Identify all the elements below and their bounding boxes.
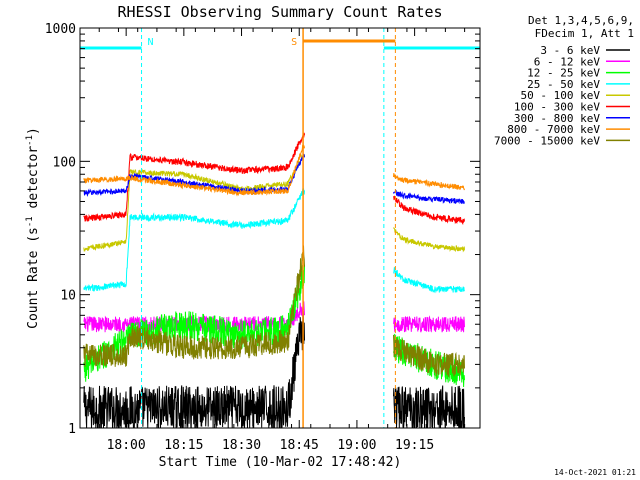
legend-label-6: 300 - 800 keV [514,112,600,125]
series-line-7-seg-0 [83,144,305,197]
series-line-5-seg-0 [83,132,305,222]
y-tick-label-3: 1000 [45,22,76,37]
legend-header-line2: FDecim 1, Att 1 [535,27,634,40]
series-line-0-seg-0 [83,311,305,430]
series-line-3-seg-0 [83,188,305,292]
legend-label-2: 12 - 25 keV [527,67,600,80]
annotation-label-0: N [148,37,154,48]
y-tick-label-2: 100 [53,155,76,170]
series-line-4-seg-0 [83,154,305,252]
legend-label-4: 50 - 100 keV [521,89,601,102]
x-tick-label-5: 19:15 [395,438,434,453]
legend-header-line1: Det 1,3,4,5,6,9, [528,14,634,27]
legend-label-5: 100 - 300 keV [514,101,600,114]
y-axis-label: Count Rate (s-1 detector-1) [25,127,41,329]
legend-label-1: 6 - 12 keV [534,55,601,68]
x-tick-label-0: 18:00 [107,438,146,453]
footer-date: 14-Oct-2021 01:21 [554,468,636,477]
x-tick-label-2: 18:30 [222,438,261,453]
y-axis-label-part2: detector [26,146,41,217]
legend-label-7: 800 - 7000 keV [507,123,600,136]
y-axis-label-sup2: -1 [25,135,35,146]
series-line-3-seg-1 [393,267,465,294]
y-axis-label-part1: Count Rate (s [26,227,41,329]
legend-label-0: 3 - 6 keV [540,44,600,57]
x-ticks: 18:00 18:15 18:30 18:45 19:00 19:15 [79,28,466,453]
series-line-7-seg-1 [393,173,465,191]
y-axis-label-sup1: -1 [25,216,35,227]
annotation-label-2: S [291,37,297,48]
series-line-4-seg-1 [393,227,465,253]
x-tick-label-3: 18:45 [280,438,319,453]
x-tick-label-4: 19:00 [337,438,376,453]
y-ticks: 1 10 100 1000 [45,22,480,437]
x-tick-label-1: 18:15 [164,438,203,453]
plot-frame [79,27,481,429]
x-axis-label: Start Time (10-Mar-02 17:48:42) [159,455,402,470]
series-line-1-seg-1 [393,315,465,333]
y-tick-label-1: 10 [60,289,76,304]
legend: Det 1,3,4,5,6,9, FDecim 1, Att 1 3 - 6 k… [494,14,634,147]
y-tick-label-0: 1 [68,422,76,437]
series-line-6-seg-1 [393,188,465,205]
series-line-8-seg-1 [393,334,465,378]
legend-label-3: 25 - 50 keV [527,78,600,91]
series-line-5-seg-1 [393,195,465,226]
series-line-0-seg-1 [393,385,465,429]
series-layer [83,132,465,430]
series-line-8-seg-0 [83,245,305,367]
chart-title: RHESSI Observing Summary Count Rates [117,3,442,21]
y-axis-label-part3: ) [26,127,41,135]
legend-label-8: 7000 - 15000 keV [494,134,600,147]
